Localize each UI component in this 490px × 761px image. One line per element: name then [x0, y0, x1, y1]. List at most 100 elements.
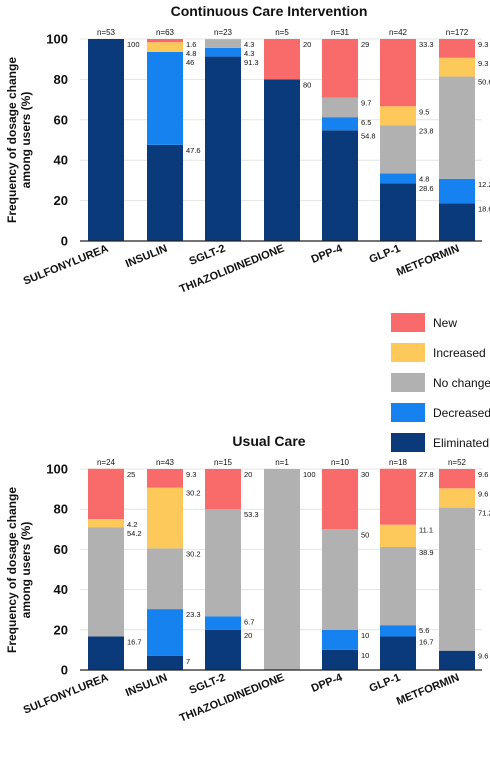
- bar-segment-decreased: [322, 629, 358, 650]
- x-tick-label: THIAZOLIDINEDIONE: [178, 243, 286, 296]
- data-label: 9.6: [478, 470, 488, 479]
- chart-title: Continuous Care Intervention: [171, 3, 368, 19]
- bar-segment-eliminated: [147, 655, 183, 670]
- data-label: 12.2: [478, 180, 490, 189]
- bar-segment-no-change: [205, 509, 241, 617]
- y-tick-label: 100: [46, 462, 68, 477]
- n-label: n=23: [214, 28, 233, 37]
- bar-segment-no-change: [380, 125, 416, 174]
- y-tick-label: 80: [54, 502, 68, 517]
- y-axis-label-line-2: among users (%): [19, 522, 33, 619]
- x-tick-label: GLP-1: [368, 672, 403, 695]
- data-label: 4.3: [244, 40, 254, 49]
- n-label: n=52: [448, 458, 467, 467]
- bar-segment-no-change: [264, 469, 300, 670]
- data-label: 10: [361, 651, 369, 660]
- data-label: 16.7: [127, 637, 142, 646]
- bar-segment-new: [439, 39, 475, 58]
- data-label: 91.3: [244, 58, 259, 67]
- data-label: 30: [361, 470, 369, 479]
- data-label: 71.2: [478, 509, 490, 518]
- bar-segment-no-change: [88, 527, 124, 637]
- bar-segment-eliminated: [205, 629, 241, 670]
- bar-segment-eliminated: [88, 636, 124, 670]
- bar-segment-decreased: [322, 117, 358, 131]
- y-tick-label: 0: [61, 234, 68, 249]
- y-tick-label: 80: [54, 72, 68, 87]
- legend-label: New: [433, 316, 457, 330]
- bar-segment-decreased: [380, 625, 416, 637]
- bar-segment-new: [380, 39, 416, 107]
- data-label: 50: [361, 530, 369, 539]
- legend-label: Decreased: [433, 406, 490, 420]
- bar-segment-new: [380, 468, 416, 525]
- bar-segment-no-change: [147, 548, 183, 610]
- data-label: 38.9: [419, 548, 434, 557]
- y-tick-label: 20: [54, 622, 68, 637]
- data-label: 9.7: [361, 99, 371, 108]
- bar-segment-new: [147, 469, 183, 488]
- data-label: 9.3: [478, 59, 488, 68]
- bar-segment-eliminated: [88, 39, 124, 241]
- x-tick-label: METFORMIN: [395, 243, 461, 279]
- data-label: 20: [244, 631, 252, 640]
- bar-segment-new: [322, 39, 358, 98]
- n-label: n=10: [331, 458, 350, 467]
- chart-title: Usual Care: [232, 433, 305, 449]
- bar-segment-eliminated: [147, 144, 183, 241]
- bar-segment-new: [205, 469, 241, 510]
- n-label: n=15: [214, 458, 233, 467]
- n-label: n=18: [389, 458, 408, 467]
- n-label: n=24: [97, 458, 116, 467]
- bar-segment-eliminated: [322, 649, 358, 670]
- n-label: n=31: [331, 28, 350, 37]
- x-tick-label: METFORMIN: [395, 672, 461, 708]
- n-label: n=63: [156, 28, 175, 37]
- data-label: 47.6: [186, 146, 201, 155]
- y-tick-label: 0: [61, 663, 68, 678]
- data-label: 33.3: [419, 40, 434, 49]
- bar-segment-new: [88, 468, 124, 520]
- bar-segment-new: [147, 39, 183, 43]
- data-label: 23.8: [419, 126, 434, 135]
- bar-segment-eliminated: [380, 636, 416, 670]
- data-label: 1.6: [186, 40, 196, 49]
- data-label: 54.8: [361, 131, 376, 140]
- data-label: 9.5: [419, 107, 429, 116]
- data-label: 4.8: [186, 49, 196, 58]
- legend-label: Eliminated: [433, 436, 489, 450]
- y-axis-label-line-1: Frequency of dosage change: [5, 57, 19, 223]
- data-label: 80: [303, 80, 311, 89]
- x-tick-label: DPP-4: [310, 242, 345, 266]
- x-tick-label: DPP-4: [310, 671, 345, 695]
- x-tick-label: THIAZOLIDINEDIONE: [178, 672, 286, 725]
- data-label: 9.3: [186, 470, 196, 479]
- data-label: 4.3: [244, 49, 254, 58]
- bar-segment-increased: [439, 57, 475, 77]
- bar-segment-no-change: [439, 507, 475, 651]
- data-label: 20: [303, 40, 311, 49]
- bar-segment-eliminated: [264, 79, 300, 242]
- bar-segment-eliminated: [439, 650, 475, 670]
- data-label: 6.5: [361, 118, 371, 127]
- data-label: 25: [127, 470, 135, 479]
- data-label: 4.2: [127, 520, 137, 529]
- legend-swatch-new: [391, 313, 425, 332]
- y-tick-label: 100: [46, 32, 68, 47]
- data-label: 30.2: [186, 489, 201, 498]
- bar-segment-new: [439, 469, 475, 489]
- chart-continuous-care: Continuous Care Intervention Frequency of…: [5, 3, 490, 296]
- n-label: n=43: [156, 458, 175, 467]
- data-label: 9.3: [478, 40, 488, 49]
- n-label: n=1: [275, 458, 289, 467]
- data-label: 7: [186, 657, 190, 666]
- data-label: 6.7: [244, 617, 254, 626]
- bar-segment-no-change: [380, 546, 416, 626]
- data-label: 100: [127, 40, 140, 49]
- x-tick-label: GLP-1: [368, 243, 403, 266]
- data-label: 28.6: [419, 184, 434, 193]
- data-label: 29: [361, 40, 369, 49]
- bar-segment-eliminated: [322, 130, 358, 241]
- x-tick-label: SGLT-2: [188, 672, 227, 697]
- data-label: 30.2: [186, 549, 201, 558]
